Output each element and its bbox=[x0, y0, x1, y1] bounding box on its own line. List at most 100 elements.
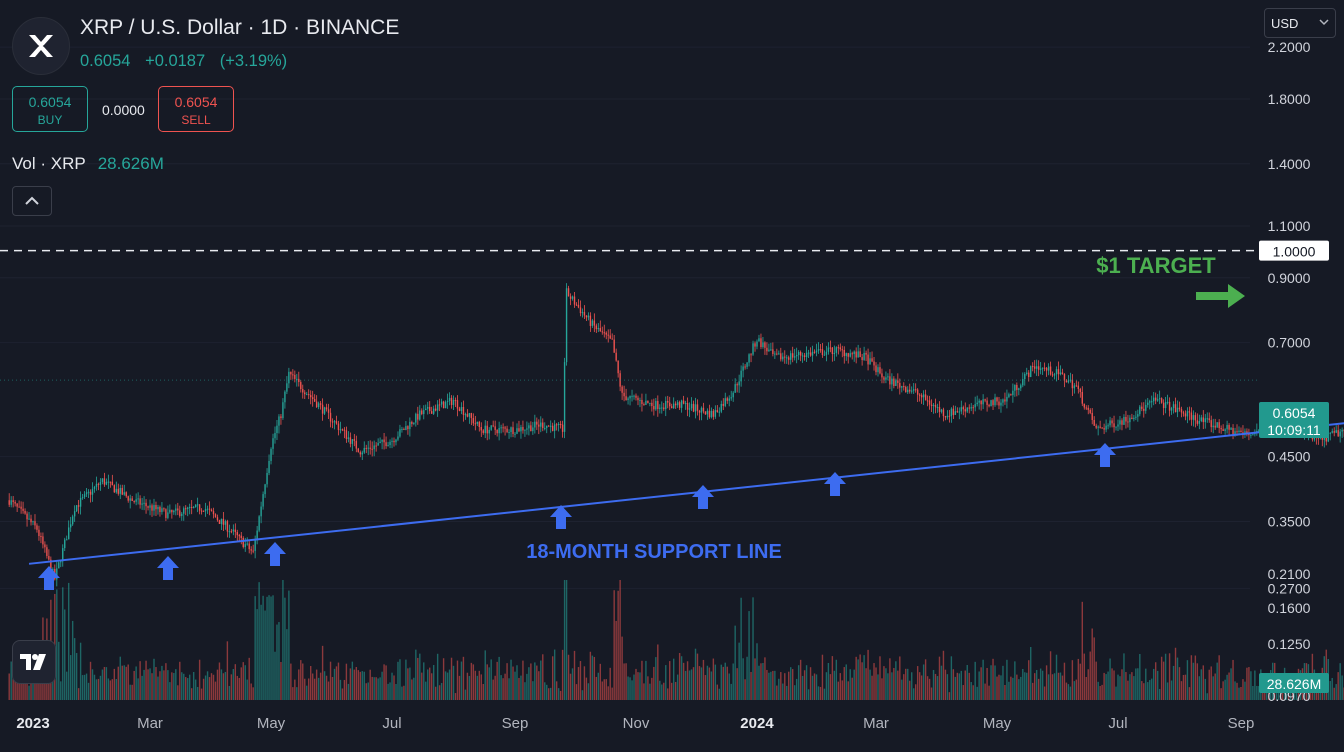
volume-bar bbox=[845, 664, 847, 700]
volume-bar bbox=[304, 678, 306, 700]
volume-bar bbox=[1081, 601, 1083, 700]
volume-bar bbox=[914, 684, 917, 700]
candle-body bbox=[42, 536, 44, 545]
volume-bar bbox=[153, 658, 155, 700]
candle-body bbox=[946, 415, 949, 418]
volume-bar bbox=[964, 670, 966, 700]
volume-bar bbox=[819, 686, 822, 700]
candle-body bbox=[323, 407, 326, 414]
candle-body bbox=[964, 409, 966, 412]
volume-legend[interactable]: Vol · XRP 28.626M bbox=[12, 154, 164, 174]
candle-body bbox=[492, 425, 494, 427]
volume-bar bbox=[1008, 681, 1010, 700]
candle-body bbox=[131, 498, 133, 502]
candle-body bbox=[934, 404, 937, 408]
candle-body bbox=[393, 440, 395, 443]
candle-body bbox=[407, 426, 409, 430]
candle-body bbox=[181, 513, 183, 516]
tradingview-logo[interactable] bbox=[12, 640, 56, 684]
volume-bar bbox=[1024, 672, 1026, 700]
candle-body bbox=[367, 447, 369, 449]
candle-body bbox=[948, 415, 951, 417]
volume-bar bbox=[111, 679, 114, 700]
volume-bar bbox=[383, 664, 385, 700]
volume-bar bbox=[1341, 675, 1343, 700]
buy-button[interactable]: 0.6054 BUY bbox=[12, 86, 88, 132]
candle-body bbox=[202, 510, 205, 512]
candle-body bbox=[849, 353, 851, 357]
candle-body bbox=[478, 421, 480, 427]
candle-body bbox=[1151, 401, 1153, 403]
candle-body bbox=[306, 394, 308, 396]
volume-bar bbox=[58, 641, 60, 700]
volume-bar bbox=[1111, 668, 1113, 700]
volume-bar bbox=[557, 688, 560, 700]
candle-body bbox=[851, 353, 853, 355]
candle-body bbox=[488, 429, 490, 434]
volume-bar bbox=[1037, 678, 1040, 700]
volume-bar bbox=[113, 668, 116, 700]
volume-bar bbox=[930, 687, 933, 700]
candle-body bbox=[292, 374, 294, 376]
volume-bar bbox=[663, 682, 665, 700]
candle-body bbox=[688, 408, 691, 410]
candle-body bbox=[448, 397, 451, 401]
candle-body bbox=[581, 312, 584, 314]
candle-body bbox=[429, 406, 431, 412]
candle-body bbox=[1204, 418, 1206, 423]
volume-bar bbox=[327, 681, 330, 700]
volume-bar bbox=[1117, 674, 1119, 700]
volume-bar bbox=[403, 685, 405, 700]
volume-bar bbox=[309, 666, 312, 700]
volume-bar bbox=[583, 666, 586, 700]
volume-bar bbox=[210, 673, 213, 700]
candle-body bbox=[198, 504, 201, 511]
volume-bar bbox=[1129, 674, 1131, 700]
volume-bar bbox=[474, 670, 477, 700]
volume-bar bbox=[119, 656, 121, 700]
volume-bar bbox=[1012, 677, 1014, 700]
currency-select[interactable]: USD bbox=[1264, 8, 1336, 38]
volume-bar bbox=[607, 686, 609, 700]
volume-bar bbox=[292, 687, 294, 700]
candle-body bbox=[304, 392, 306, 395]
candle-body bbox=[169, 509, 171, 513]
candle-body bbox=[240, 535, 242, 539]
candle-body bbox=[1117, 424, 1119, 427]
volume-bar bbox=[399, 659, 401, 700]
sell-button[interactable]: 0.6054 SELL bbox=[158, 86, 234, 132]
candle-body bbox=[264, 484, 266, 495]
candle-body bbox=[335, 421, 338, 424]
volume-bar bbox=[540, 660, 542, 700]
volume-bar bbox=[631, 680, 633, 700]
symbol-title[interactable]: XRP / U.S. Dollar · 1D · BINANCE bbox=[80, 16, 400, 39]
volume-bar bbox=[16, 672, 18, 700]
volume-bar bbox=[1168, 653, 1171, 700]
volume-bar bbox=[486, 664, 488, 700]
candle-body bbox=[294, 374, 296, 379]
volume-bar bbox=[228, 685, 231, 700]
candle-body bbox=[365, 447, 367, 449]
candle-body bbox=[1335, 430, 1337, 433]
candle-body bbox=[605, 332, 607, 335]
price-tick-label: 1.1000 bbox=[1268, 218, 1311, 234]
candle-body bbox=[718, 411, 721, 413]
volume-bar bbox=[901, 679, 903, 700]
up-arrow-icon bbox=[264, 542, 286, 566]
volume-bar bbox=[341, 688, 344, 700]
volume-bar bbox=[198, 659, 201, 700]
volume-bar bbox=[192, 671, 195, 700]
volume-bar bbox=[619, 580, 621, 700]
candle-body bbox=[99, 481, 102, 485]
volume-bar bbox=[1093, 637, 1095, 700]
candle-body bbox=[327, 409, 330, 413]
candle-body bbox=[454, 400, 457, 402]
volume-bar bbox=[1083, 653, 1085, 700]
volume-bar bbox=[1061, 675, 1064, 700]
volume-bar bbox=[1254, 670, 1256, 700]
candle-body bbox=[1008, 394, 1010, 397]
collapse-button[interactable] bbox=[12, 186, 52, 216]
candle-body bbox=[474, 423, 477, 425]
volume-bar bbox=[1099, 686, 1101, 700]
